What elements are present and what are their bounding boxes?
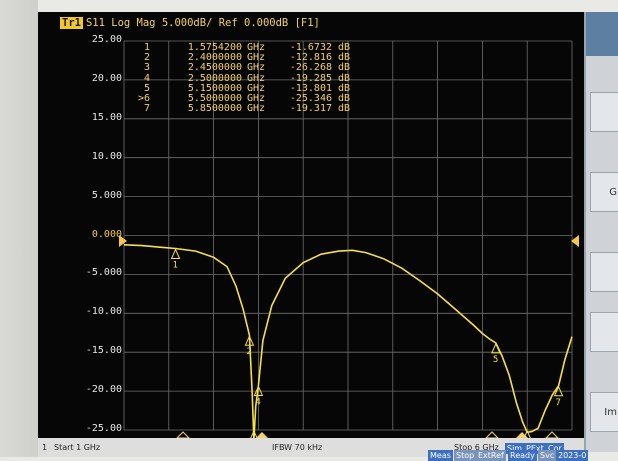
sim-tag: Sim xyxy=(505,443,525,454)
y-tick-label: 20.00 xyxy=(91,72,122,84)
marker-value: -13.801 xyxy=(289,82,332,94)
y-tick-label: 10.00 xyxy=(91,150,122,162)
trace-badge[interactable]: Tr1 xyxy=(60,17,83,29)
marker-value: -19.285 xyxy=(289,72,332,84)
marker-7-symbol xyxy=(553,385,564,397)
marker-frequency: 2.4500000 xyxy=(187,62,242,74)
stop-status: Stop xyxy=(454,450,477,461)
trace-label: S11 Log Mag 5.000dB/ Ref 0.000dB [F1] xyxy=(85,17,320,29)
marker-1-label: 1 xyxy=(173,261,178,271)
marker-2-symbol xyxy=(244,334,255,346)
pext-tag: PExt xyxy=(524,443,546,454)
marker-1-symbol xyxy=(170,248,181,260)
marker-index: >6 xyxy=(137,93,150,105)
marker-unit: GHz xyxy=(246,62,266,74)
marker-value-unit: dB xyxy=(337,93,350,105)
marker-unit: GHz xyxy=(246,72,266,84)
marker-row[interactable]: 3 2.4500000 GHz -26.268 dB xyxy=(130,63,350,73)
softkey-1[interactable] xyxy=(590,92,618,132)
marker-index: 1 xyxy=(143,42,150,53)
y-tick-label: -15.00 xyxy=(85,345,122,357)
y-tick-label: 0.000 xyxy=(91,228,122,240)
marker-unit: GHz xyxy=(246,42,266,53)
svc-status: Svc xyxy=(538,450,557,461)
marker-7-label: 7 xyxy=(556,398,561,408)
marker-frequency: 5.8500000 xyxy=(187,103,242,115)
marker-5-symbol xyxy=(491,342,501,354)
marker-value: -1.6732 xyxy=(289,42,332,53)
softkey-3[interactable] xyxy=(590,252,618,292)
marker-value-unit: dB xyxy=(337,52,350,64)
marker-unit: GHz xyxy=(246,52,266,64)
marker-row[interactable]: 4 2.5000000 GHz -19.285 dB xyxy=(130,72,350,84)
marker-value-unit: dB xyxy=(337,62,350,74)
y-tick-label: 5.000 xyxy=(91,189,122,201)
cor-tag: Cor xyxy=(546,443,564,454)
plot-grid xyxy=(123,40,573,431)
marker-value: -19.317 xyxy=(289,103,332,115)
marker-value: -26.268 xyxy=(289,62,332,74)
marker-frequency: 1.5754200 xyxy=(187,42,242,53)
meas-status: Meas xyxy=(428,450,453,461)
reference-level-arrow-right xyxy=(571,235,579,247)
marker-5-label: 5 xyxy=(493,355,498,365)
marker-table: 1 1.5754200 GHz -1.6732 dB 2 2.4000000 GHz -12.8… xyxy=(130,42,350,114)
marker-index: 3 xyxy=(143,62,150,74)
softkey-2[interactable]: G xyxy=(590,172,618,212)
channel-number: 1 xyxy=(42,443,48,452)
y-tick-label: -20.00 xyxy=(85,384,122,396)
stimulus-marker-6 xyxy=(516,432,528,438)
marker-frequency: 2.5000000 xyxy=(187,72,242,84)
marker-frequency: 5.1500000 xyxy=(187,82,242,94)
y-tick-label: 15.00 xyxy=(91,111,122,123)
softkey-panel: G Im xyxy=(584,12,618,452)
y-tick-label: 25.00 xyxy=(91,34,122,45)
y-tick-label: -25.00 xyxy=(85,423,122,434)
trace-line xyxy=(123,244,573,441)
marker-row[interactable]: >6 5.5000000 GHz -25.346 dB xyxy=(130,93,350,105)
marker-value: -12.816 xyxy=(289,52,332,64)
extref-status: ExtRef xyxy=(476,450,506,461)
marker-unit: GHz xyxy=(246,103,266,115)
y-tick-label: -5.000 xyxy=(85,267,122,279)
start-frequency[interactable]: Start 1 GHz xyxy=(54,443,101,452)
softkey-panel-header xyxy=(586,12,618,56)
marker-2-label: 2 xyxy=(246,347,251,357)
trace-header[interactable]: Tr1 S11 Log Mag 5.000dB/ Ref 0.000dB [F1] xyxy=(60,17,320,32)
marker-index: 4 xyxy=(143,72,150,84)
marker-4-symbol xyxy=(253,385,264,397)
softkey-5[interactable]: Im xyxy=(590,392,618,432)
marker-value: -25.346 xyxy=(289,93,332,105)
marker-value-unit: dB xyxy=(337,82,350,94)
marker-index: 7 xyxy=(143,103,150,115)
marker-index: 5 xyxy=(143,82,150,94)
marker-row[interactable]: 5 5.1500000 GHz -13.801 dB xyxy=(130,82,350,94)
marker-value-unit: dB xyxy=(337,72,350,84)
marker-4-label: 4 xyxy=(255,398,260,408)
y-tick-label: -10.00 xyxy=(85,306,122,318)
monitor-bezel-left xyxy=(0,0,38,457)
marker-frequency: 2.4000000 xyxy=(187,52,242,64)
softkey-4[interactable] xyxy=(590,312,618,352)
date-status: 2023-0 xyxy=(556,450,589,461)
stop-frequency[interactable]: Stop 6 GHz xyxy=(454,443,499,452)
marker-symbols: 1234567 xyxy=(170,248,564,452)
status-bar: 1 Start 1 GHz IFBW 70 kHz Stop 6 GHz Sim… xyxy=(38,438,589,461)
marker-row[interactable]: 7 5.8500000 GHz -19.317 dB xyxy=(130,104,350,114)
reference-level-arrow-left xyxy=(119,235,127,247)
ready-status: Ready xyxy=(508,450,537,461)
marker-value-unit: dB xyxy=(337,42,350,53)
marker-index: 2 xyxy=(143,52,150,64)
stimulus-marker-3 xyxy=(256,432,268,438)
marker-frequency: 5.5000000 xyxy=(187,93,242,105)
analyzer-screen xyxy=(38,12,618,452)
marker-unit: GHz xyxy=(246,93,266,105)
ifbw-label[interactable]: IFBW 70 kHz xyxy=(272,443,323,452)
marker-value-unit: dB xyxy=(337,103,350,115)
marker-row[interactable]: 2 2.4000000 GHz -12.816 dB xyxy=(130,52,350,64)
marker-row[interactable]: 1 1.5754200 GHz -1.6732 dB xyxy=(130,42,350,53)
marker-unit: GHz xyxy=(246,82,266,94)
